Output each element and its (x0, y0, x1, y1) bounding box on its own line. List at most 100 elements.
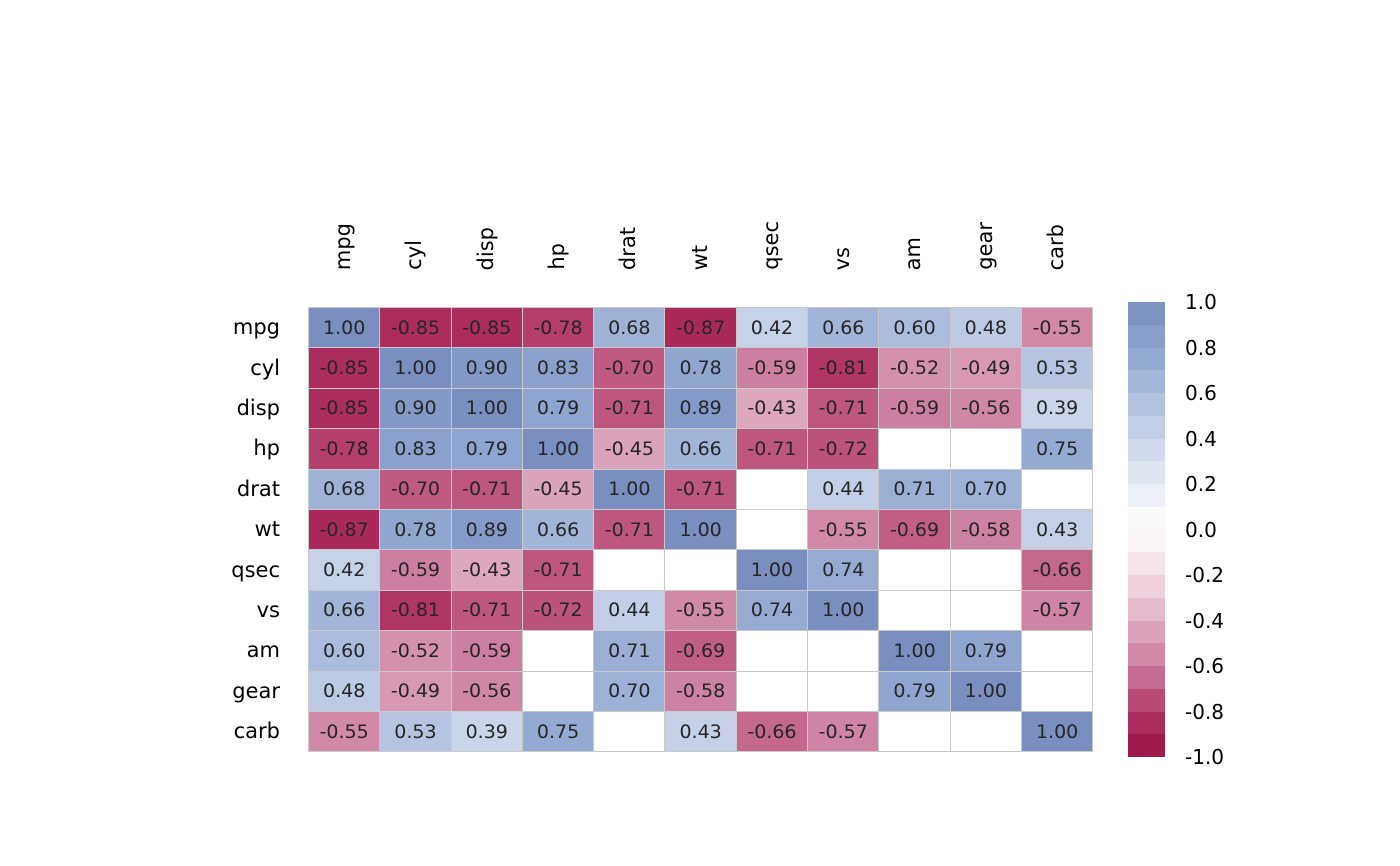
row-label: hp (253, 436, 280, 461)
heatmap-cell (950, 550, 1022, 591)
column-label: hp (544, 243, 569, 270)
column-label: gear (972, 222, 997, 270)
heatmap-cell: -0.55 (808, 509, 880, 551)
legend-segment (1128, 438, 1165, 462)
heatmap-cell: -0.49 (380, 671, 452, 712)
heatmap-cell: 0.42 (736, 308, 809, 349)
heatmap-cell: 0.43 (665, 711, 737, 753)
heatmap-cell: 0.43 (1021, 509, 1094, 551)
heatmap-cell (879, 550, 951, 591)
heatmap-cell (522, 631, 595, 672)
heatmap-cell: -0.43 (736, 388, 809, 430)
legend-colorbar (1128, 302, 1165, 757)
heatmap-cell: 0.71 (594, 631, 666, 672)
heatmap-cell (665, 550, 737, 591)
heatmap-cell: -0.59 (380, 550, 452, 591)
heatmap-cell: 0.60 (309, 631, 381, 672)
heatmap-cell: -0.52 (380, 631, 452, 672)
heatmap-cell: 1.00 (665, 509, 737, 551)
heatmap-cell: 0.39 (451, 711, 523, 753)
heatmap-cell: -0.55 (309, 711, 381, 753)
heatmap-cell: -0.87 (309, 509, 381, 551)
legend-segment (1128, 461, 1165, 484)
heatmap-cell: -0.78 (309, 429, 381, 470)
heatmap-cell (736, 631, 809, 672)
heatmap-cell (736, 469, 809, 510)
heatmap-cell (594, 550, 666, 591)
heatmap-cell: -0.58 (950, 509, 1022, 551)
row-label: drat (236, 476, 280, 501)
heatmap-cell (879, 590, 951, 632)
heatmap-cell: -0.81 (380, 590, 452, 632)
heatmap-cell: 1.00 (594, 469, 666, 510)
column-labels: mpg cyl disp hp drat wt qsec vs am gear carb (308, 140, 1092, 270)
legend-segment (1128, 529, 1165, 553)
heatmap-cell: -0.55 (665, 590, 737, 632)
column-label: cyl (402, 240, 427, 270)
heatmap-cell: 0.79 (950, 631, 1022, 672)
heatmap-cell: 0.90 (380, 388, 452, 430)
heatmap-cell: 0.79 (451, 429, 523, 470)
column-label: mpg (331, 222, 356, 270)
legend-segment (1128, 734, 1165, 757)
heatmap-cell: 0.71 (879, 469, 951, 510)
legend-segment (1128, 552, 1165, 575)
legend-segment (1128, 415, 1165, 439)
row-label: qsec (231, 557, 280, 582)
heatmap-cell: -0.87 (665, 308, 737, 349)
heatmap-cell: 1.00 (736, 550, 809, 591)
heatmap-cell (1021, 631, 1094, 672)
heatmap-cell: 0.66 (522, 509, 595, 551)
heatmap-cell: -0.81 (808, 348, 880, 389)
legend-segment (1128, 484, 1165, 507)
heatmap-cell: 0.79 (522, 388, 595, 430)
heatmap-cell: 0.42 (309, 550, 381, 591)
legend-segment (1128, 597, 1165, 621)
heatmap-cell (808, 631, 880, 672)
heatmap-cell (879, 429, 951, 470)
heatmap-cell (736, 671, 809, 712)
heatmap-cell: -0.66 (736, 711, 809, 753)
heatmap-cell: -0.69 (879, 509, 951, 551)
heatmap-cell: -0.85 (380, 308, 452, 349)
heatmap-cell: 0.66 (665, 429, 737, 470)
heatmap-cell: -0.71 (808, 388, 880, 430)
heatmap-cell: -0.71 (522, 550, 595, 591)
legend-segment (1128, 324, 1165, 348)
heatmap-cell: -0.57 (1021, 590, 1094, 632)
heatmap-cell: -0.71 (451, 469, 523, 510)
column-label: carb (1044, 223, 1069, 270)
legend-tick-label: -0.8 (1185, 699, 1225, 724)
legend-segment (1128, 302, 1165, 325)
heatmap-cell: 1.00 (380, 348, 452, 389)
heatmap-cell: 1.00 (808, 590, 880, 632)
legend-tick-label: -1.0 (1185, 745, 1225, 769)
column-label: wt (687, 244, 712, 270)
heatmap-cell: 0.70 (594, 671, 666, 712)
heatmap-cell: 0.60 (879, 308, 951, 349)
row-label: gear (232, 678, 280, 703)
heatmap-cell: -0.78 (522, 308, 595, 349)
row-label: mpg (232, 315, 280, 340)
heatmap-cell: 1.00 (522, 429, 595, 470)
heatmap-cell: 1.00 (950, 671, 1022, 712)
legend-segment (1128, 575, 1165, 598)
heatmap-cell: 0.53 (1021, 348, 1094, 389)
column-label: am (901, 236, 926, 270)
legend-tick-label: 0.0 (1185, 517, 1217, 542)
row-label: disp (236, 395, 280, 420)
heatmap-cell: -0.59 (736, 348, 809, 389)
heatmap-cell: 1.00 (451, 388, 523, 430)
heatmap-cell: -0.70 (380, 469, 452, 510)
heatmap-cell: 0.74 (736, 590, 809, 632)
heatmap-cell: 0.39 (1021, 388, 1094, 430)
heatmap-cell: -0.56 (950, 388, 1022, 430)
heatmap-cell (950, 590, 1022, 632)
column-label: vs (830, 246, 855, 270)
heatmap-cell: 0.89 (665, 388, 737, 430)
heatmap-cell: -0.59 (879, 388, 951, 430)
heatmap-grid: 1.00 -0.85 -0.85 -0.78 0.68 -0.87 0.42 0.66 0.60… (308, 307, 1094, 753)
heatmap-cell: 0.78 (665, 348, 737, 389)
legend-segment (1128, 620, 1165, 644)
heatmap-cell: -0.55 (1021, 308, 1094, 349)
